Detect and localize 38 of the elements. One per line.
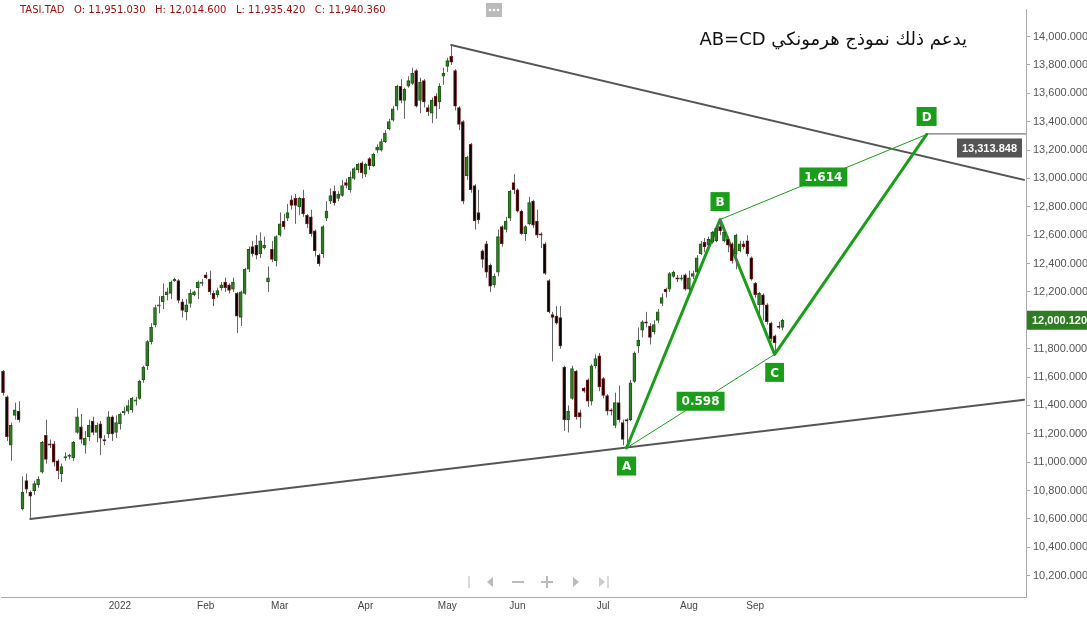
- x-tick-label: Jul: [596, 599, 610, 611]
- y-tick-label: 11,800.000: [1033, 341, 1087, 354]
- x-tick-label: Mar: [271, 599, 289, 611]
- y-tick-label: 13,000.000: [1033, 171, 1087, 184]
- text: 12,000.120: [1032, 314, 1087, 327]
- chart-subtitle: TASI.TAD O: 11,951.030 H: 12,014.600 L: 11,935.420 C: 11,940.360: [20, 4, 386, 15]
- x-tick-label: Jun: [509, 599, 526, 611]
- y-tick-label: 13,200.000: [1033, 143, 1087, 156]
- data-label: B: [715, 194, 725, 209]
- y-tick-label: 14,000.000: [1033, 29, 1087, 42]
- ref-line-label: 13,313.848: [961, 141, 1018, 154]
- y-tick-label: 12,600.000: [1033, 228, 1087, 241]
- x-tick-label: Feb: [197, 599, 215, 611]
- series-label: 1.614: [804, 170, 843, 185]
- y-tick-label: 11,400.000: [1033, 398, 1087, 411]
- x-tick-label: Apr: [357, 599, 374, 611]
- y-tick-label: 11,200.000: [1033, 426, 1087, 439]
- y-tick-label: 12,400.000: [1033, 256, 1087, 269]
- y-tick-label: 13,400.000: [1033, 114, 1087, 127]
- data-label: C: [770, 365, 780, 380]
- data-label: D: [921, 109, 932, 124]
- y-tick-label: 10,600.000: [1033, 511, 1087, 524]
- data-label: A: [621, 459, 632, 474]
- y-tick-label: 10,200.000: [1033, 568, 1087, 581]
- y-tick-label: 12,800.000: [1033, 199, 1087, 212]
- x-tick-label: 2022: [108, 599, 132, 611]
- y-tick-label: 13,800.000: [1033, 57, 1087, 70]
- y-tick-label: 11,600.000: [1033, 370, 1087, 383]
- series-label: 0.598: [681, 394, 720, 409]
- y-tick-label: 13,600.000: [1033, 86, 1087, 99]
- y-tick-label: 11,000.000: [1033, 455, 1087, 468]
- y-tick-label: 12,200.000: [1033, 284, 1087, 297]
- x-tick-label: May: [437, 599, 457, 611]
- y-tick-label: 10,400.000: [1033, 540, 1087, 553]
- text: يدعم ذلك نموذج هرمونكي AB=CD: [699, 28, 967, 49]
- x-tick-label: Aug: [680, 599, 698, 611]
- x-tick-label: Sep: [746, 599, 765, 611]
- y-tick-label: 10,800.000: [1033, 483, 1087, 496]
